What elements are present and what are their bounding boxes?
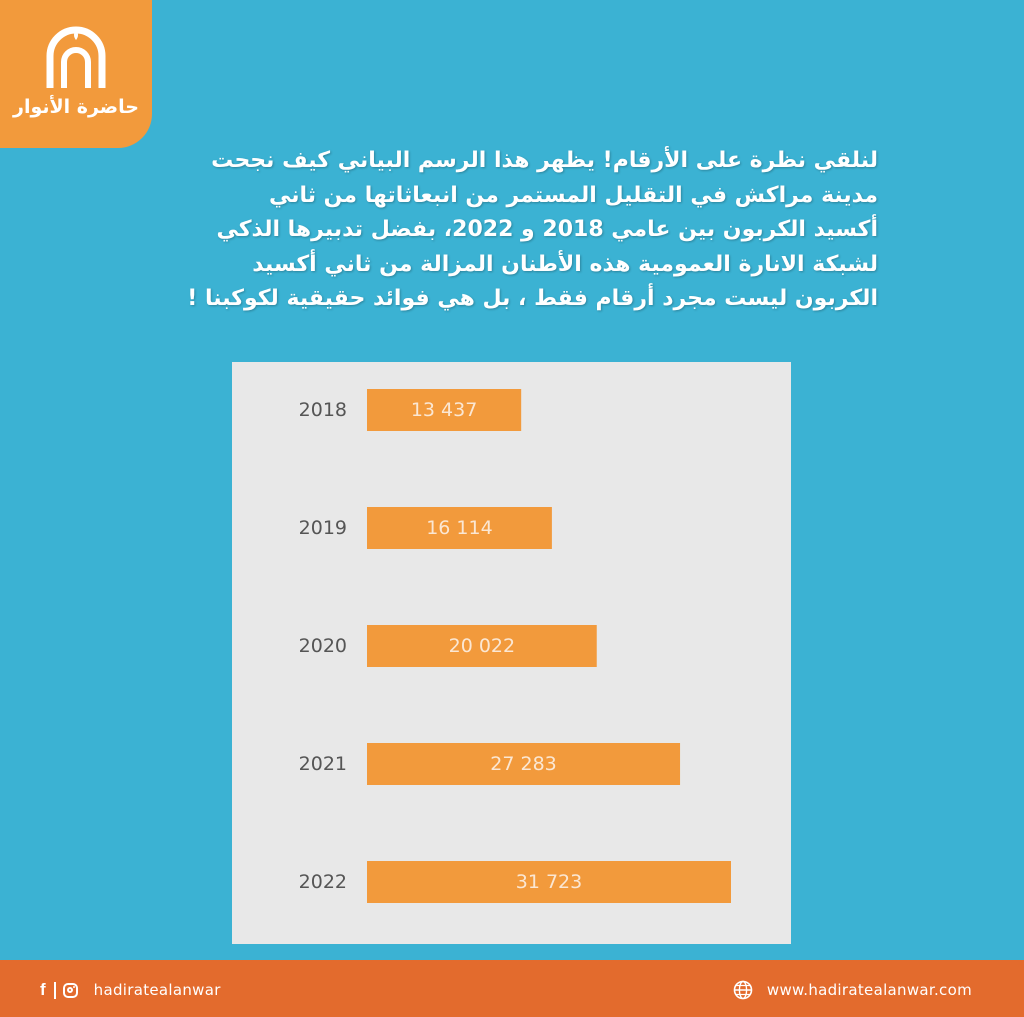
data-label: 20 022 [449,635,515,657]
y-tick-label: 2021 [299,753,347,775]
y-tick-label: 2019 [299,517,347,539]
data-label: 31 723 [516,871,582,893]
y-tick-label: 2022 [299,871,347,893]
facebook-icon[interactable]: f [40,980,46,999]
headline-line: لنلقي نظرة على الأرقام! يظهر هذا الرسم ا… [211,148,878,173]
y-tick-label: 2020 [299,635,347,657]
footer-bar: f hadiratealanwar www.hadiratealanwar.co… [0,960,1024,1017]
brand-logo-block: حاضرة الأنوار [0,0,152,148]
arch-logo-icon [46,26,106,88]
brand-name: حاضرة الأنوار [13,96,139,118]
social-links: f hadiratealanwar [40,980,221,1000]
headline-line: الكربون ليست مجرد أرقام فقط ، بل هي فوائ… [187,286,878,311]
headline-line: أكسيد الكربون بين عامي 2018 و 2022، بفضل… [216,217,878,242]
headline-text: لنلقي نظرة على الأرقام! يظهر هذا الرسم ا… [130,144,878,317]
bar-2022 [367,861,731,903]
website-link[interactable]: www.hadiratealanwar.com [733,980,972,1000]
bar-2019 [367,507,552,549]
instagram-icon[interactable] [62,982,78,998]
headline-line: لشبكة الانارة العمومية هذه الأطنان المزا… [252,251,878,277]
data-label: 13 437 [411,399,477,421]
data-label: 16 114 [426,517,492,539]
headline-line: مدينة مراكش في التقليل المستمر من انبعاث… [268,182,878,208]
website-url: www.hadiratealanwar.com [766,981,972,999]
bar-chart: 2018 13 437 2019 16 114 2020 20 022 2021 27 283… [299,389,731,903]
y-tick-label: 2018 [299,399,347,421]
bar-2020 [367,625,597,667]
globe-icon [733,980,753,1000]
social-handle[interactable]: hadiratealanwar [93,981,221,999]
bar-2021 [367,743,681,785]
data-label: 27 283 [490,753,556,775]
divider [53,981,56,999]
bar-2018 [367,389,522,431]
chart-card: 2018 13 437 2019 16 114 2020 20 022 2021 27 283… [232,362,791,944]
